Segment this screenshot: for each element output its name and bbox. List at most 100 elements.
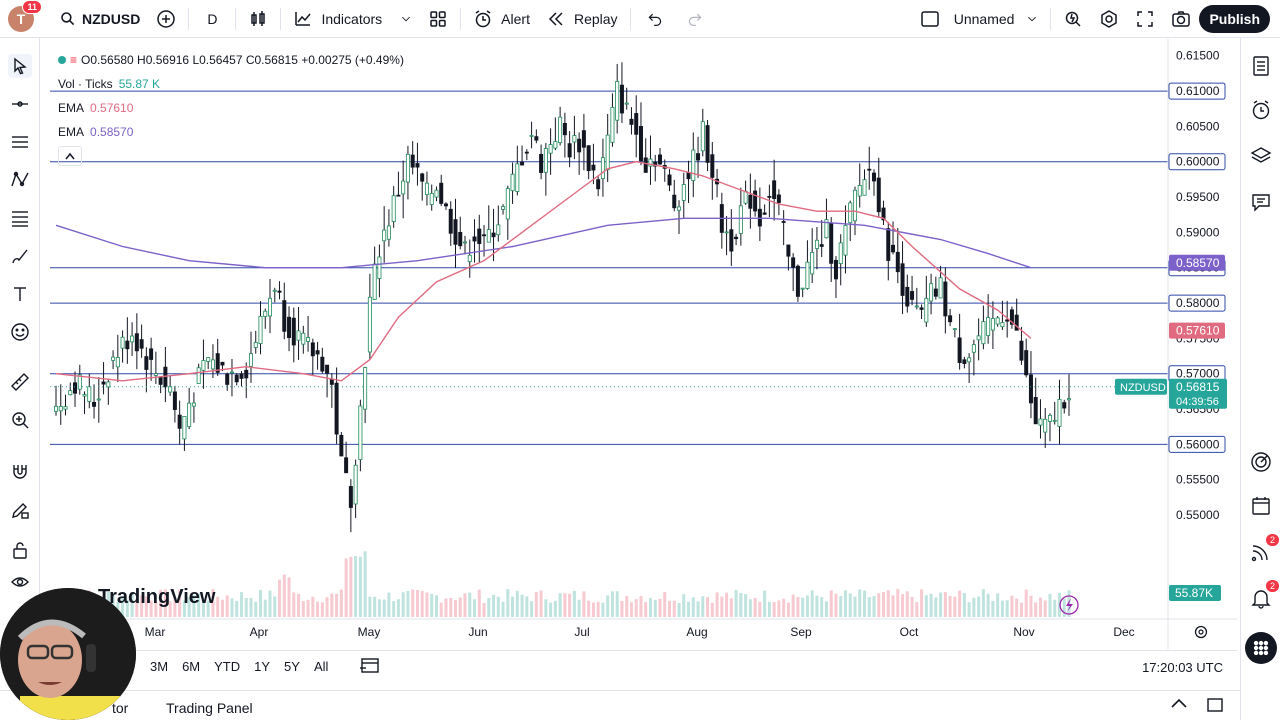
- axis-settings-inner: [1198, 629, 1204, 635]
- screener-button[interactable]: [1249, 450, 1273, 474]
- ohlc-row: ≡ O0.56580 H0.56916 L0.56457 C0.56815 +0…: [58, 48, 408, 72]
- publish-button[interactable]: Publish: [1199, 4, 1270, 33]
- volume-bar: [824, 601, 828, 617]
- candle-body: [139, 339, 144, 349]
- candle-body: [372, 263, 377, 300]
- emoji-tool[interactable]: [8, 320, 32, 344]
- volume-bar: [263, 599, 267, 617]
- range-5y[interactable]: 5Y: [284, 659, 300, 674]
- ideas-stream-button[interactable]: 2: [1249, 534, 1279, 564]
- brush-tool[interactable]: [8, 244, 32, 268]
- undo-icon: [648, 13, 661, 26]
- chart-type-button[interactable]: [240, 0, 276, 38]
- range-3m[interactable]: 3M: [150, 659, 169, 674]
- undo-button[interactable]: [635, 0, 675, 38]
- volume-bar: [382, 599, 386, 617]
- range-ytd[interactable]: YTD: [214, 659, 241, 674]
- watchlist-icon: [1253, 56, 1269, 76]
- text-tool[interactable]: [8, 282, 32, 306]
- volume-bar: [720, 596, 724, 617]
- collapse-panel-button[interactable]: [1170, 696, 1188, 713]
- volume-bar: [344, 558, 348, 617]
- ema-fast-legend[interactable]: EMA 0.57610: [58, 96, 408, 120]
- volume-bar: [582, 591, 586, 617]
- alert-button[interactable]: Alert: [465, 0, 538, 38]
- notifications-button[interactable]: 2: [1249, 580, 1279, 610]
- alerts-panel-button[interactable]: [1249, 98, 1273, 122]
- chevron-down-icon: [1028, 16, 1037, 21]
- candle-body: [496, 224, 501, 236]
- cursor-tool[interactable]: [8, 54, 32, 78]
- lock-tool[interactable]: [8, 538, 32, 562]
- volume-bar: [216, 596, 220, 617]
- chart-area[interactable]: 0.615000.605000.595000.590000.575000.565…: [41, 39, 1237, 649]
- maximize-panel-button[interactable]: [1206, 697, 1224, 716]
- candle-body: [448, 208, 453, 234]
- quick-search-button[interactable]: [1055, 0, 1091, 38]
- volume-bar: [962, 592, 966, 617]
- brush-icon: [12, 249, 28, 264]
- candle-body: [643, 157, 648, 173]
- volume-bar: [415, 590, 419, 617]
- fib-tool[interactable]: [8, 206, 32, 230]
- interval-button[interactable]: D: [193, 0, 231, 38]
- candle-body: [315, 350, 320, 355]
- pine-editor-tab[interactable]: tor: [112, 700, 129, 716]
- volume-bar: [159, 589, 163, 617]
- calendar-button[interactable]: [1249, 494, 1273, 518]
- fullscreen-button[interactable]: [1127, 0, 1163, 38]
- range-1y[interactable]: 1Y: [254, 659, 271, 674]
- object-tree-button[interactable]: [1249, 144, 1273, 168]
- ruler-tool[interactable]: [8, 370, 32, 394]
- watchlist-button[interactable]: [1249, 54, 1273, 78]
- volume-bar: [306, 599, 310, 617]
- trading-panel-tab[interactable]: Trading Panel: [166, 700, 253, 716]
- utc-clock[interactable]: 17:20:03 UTC: [1142, 660, 1223, 675]
- replay-button[interactable]: Replay: [538, 0, 626, 38]
- candle-body: [358, 405, 363, 460]
- layout-button[interactable]: Unnamed: [912, 0, 1047, 38]
- volume-legend[interactable]: Vol · Ticks 55.87 K: [58, 72, 408, 96]
- price-chart[interactable]: 0.615000.605000.595000.590000.575000.565…: [41, 39, 1237, 649]
- horizontal-lines-tool[interactable]: [8, 130, 32, 154]
- volume-bar: [1019, 602, 1023, 617]
- range-6m[interactable]: 6M: [182, 659, 201, 674]
- volume-bar: [163, 589, 167, 617]
- volume-bar: [967, 602, 971, 617]
- indicators-button[interactable]: Indicators: [285, 0, 420, 38]
- symbol-search-button[interactable]: NZDUSD: [52, 0, 148, 38]
- volume-bar: [739, 592, 743, 617]
- range-all[interactable]: All: [313, 659, 329, 674]
- redo-button[interactable]: [675, 0, 715, 38]
- magnet-tool[interactable]: [8, 460, 32, 484]
- snapshot-button[interactable]: [1163, 0, 1199, 38]
- visibility-tool[interactable]: [8, 570, 32, 594]
- templates-button[interactable]: [420, 0, 456, 38]
- chats-button[interactable]: [1249, 190, 1273, 214]
- collapse-legend-button[interactable]: [58, 146, 82, 166]
- candle-body: [924, 297, 929, 323]
- zoom-tool[interactable]: [8, 408, 32, 432]
- draw-mode-tool[interactable]: [8, 498, 32, 522]
- volume-bar: [886, 590, 890, 617]
- candle-body: [382, 229, 387, 242]
- volume-bar: [249, 598, 253, 617]
- candle-body: [838, 242, 843, 264]
- candle-body: [1005, 319, 1010, 322]
- volume-bar: [815, 595, 819, 617]
- divider: [188, 7, 190, 30]
- candle-body: [1067, 398, 1072, 401]
- ema-slow-legend[interactable]: EMA 0.58570: [58, 120, 408, 144]
- level-label-box: [1168, 294, 1226, 312]
- apps-button[interactable]: [1245, 632, 1277, 664]
- user-avatar[interactable]: T 11: [8, 0, 42, 32]
- candle-body: [524, 151, 529, 154]
- trend-line-tool[interactable]: [8, 92, 32, 116]
- settings-button[interactable]: [1091, 0, 1127, 38]
- compare-button[interactable]: [148, 0, 184, 38]
- volume-bar: [182, 600, 186, 617]
- pattern-tool[interactable]: [8, 168, 32, 192]
- goto-date-button[interactable]: [353, 656, 387, 677]
- ideas-badge: 2: [1265, 534, 1279, 546]
- fullscreen-icon: [1137, 10, 1154, 27]
